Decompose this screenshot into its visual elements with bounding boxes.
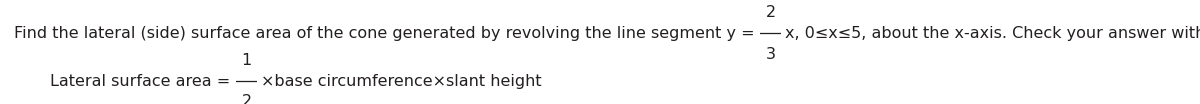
Text: 1: 1: [241, 53, 252, 68]
Text: 3: 3: [766, 47, 776, 62]
Text: ×base circumference×slant height: ×base circumference×slant height: [260, 74, 541, 89]
Text: Find the lateral (side) surface area of the cone generated by revolving the line: Find the lateral (side) surface area of …: [14, 26, 760, 41]
Text: 2: 2: [241, 94, 252, 104]
Text: Lateral surface area =: Lateral surface area =: [50, 74, 235, 89]
Text: 2: 2: [766, 5, 776, 20]
Text: x, 0≤x≤5, about the x-axis. Check your answer with the following geometry formul: x, 0≤x≤5, about the x-axis. Check your a…: [785, 26, 1200, 41]
